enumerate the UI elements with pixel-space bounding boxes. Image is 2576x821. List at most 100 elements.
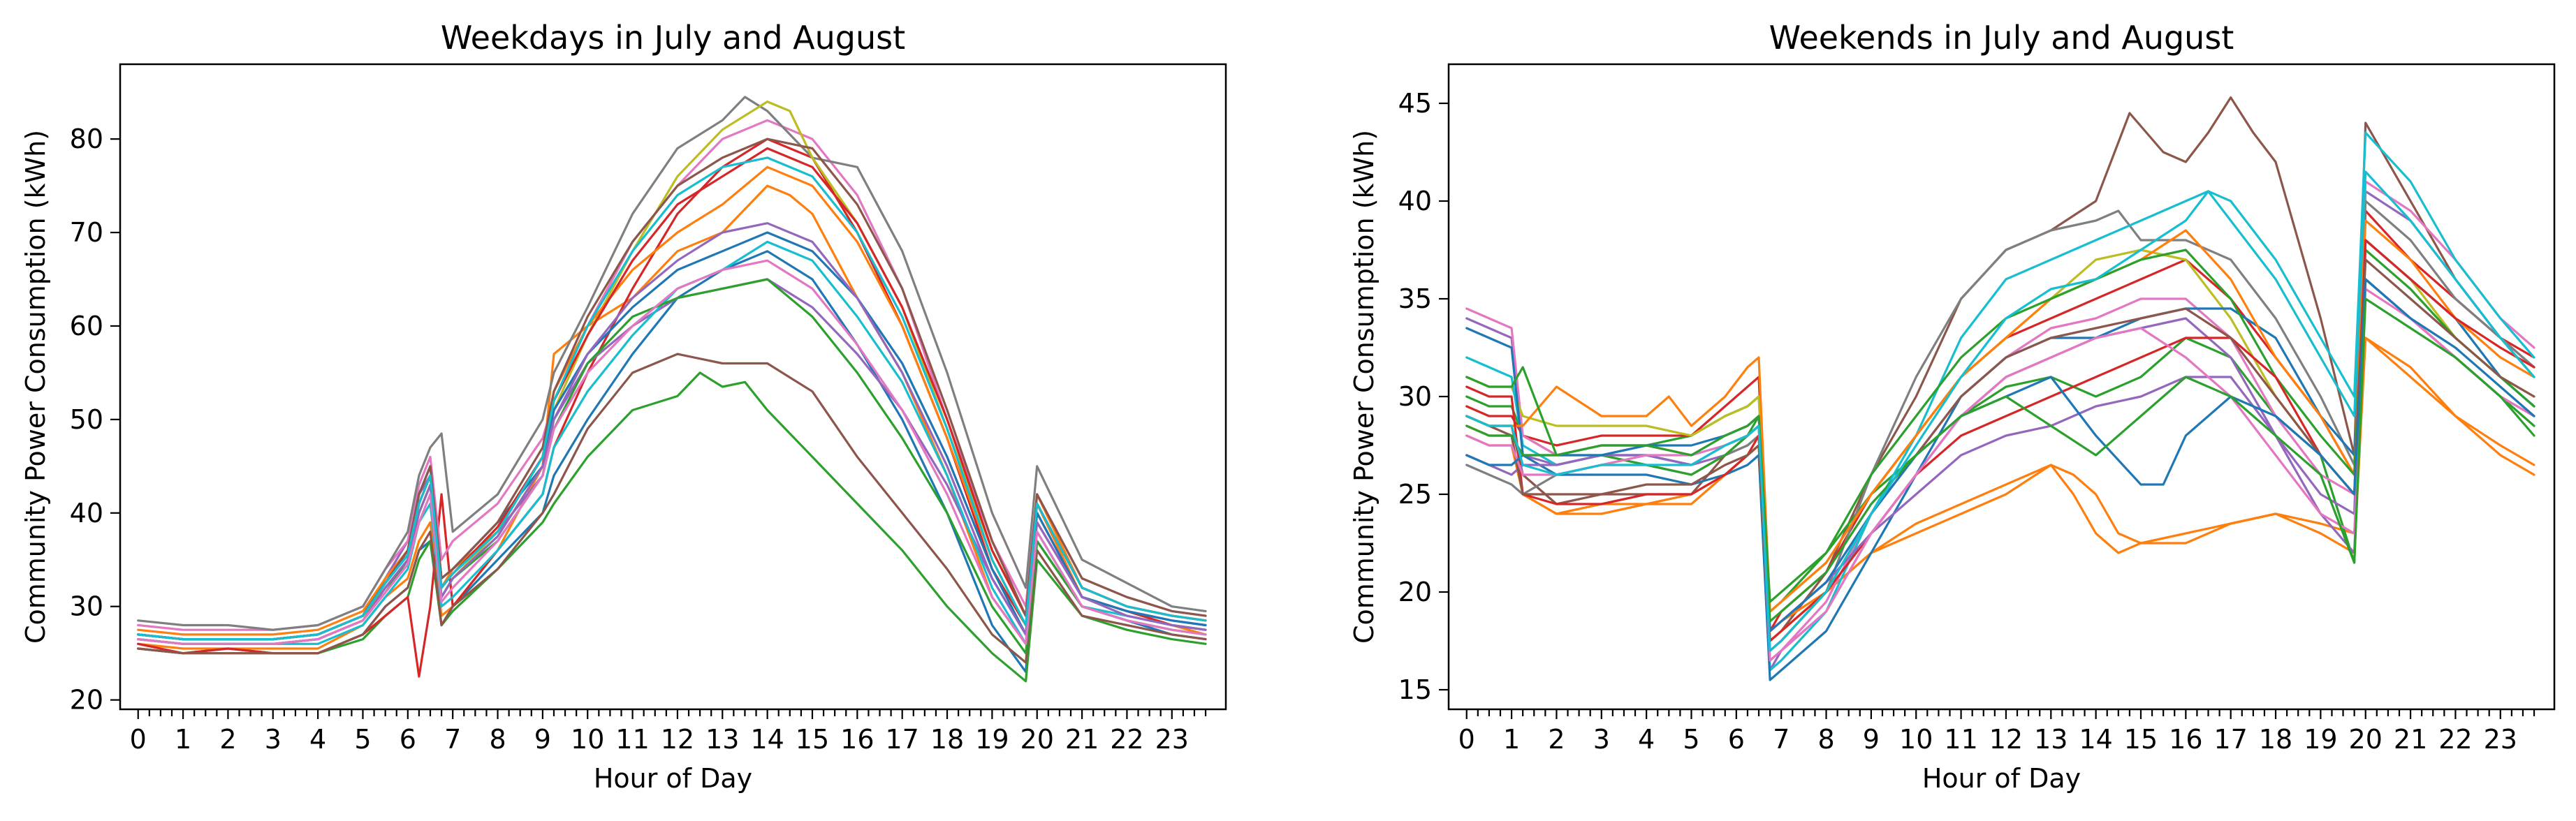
weekends-x-tick-label: 18: [2259, 724, 2292, 755]
weekends-x-tick-label: 19: [2304, 724, 2337, 755]
weekdays-x-tick-label: 11: [615, 724, 649, 755]
weekends-x-axis-label: Hour of Day: [1922, 763, 2081, 794]
weekdays-series-line-4: [137, 138, 1207, 678]
weekends-y-tick-label: 35: [1398, 283, 1432, 314]
weekdays-x-tick-label: 15: [796, 724, 829, 755]
weekdays-x-tick-label: 19: [975, 724, 1009, 755]
weekends-x-ticks: 0 1 2 3 4 5 6 7 8 9 10 11 12 13 14 15 16 17 18 19 20 21 22 23: [1458, 709, 2535, 755]
weekends-x-tick-label: 9: [1863, 724, 1880, 755]
weekends-plot-frame: [1447, 63, 2556, 711]
weekends-series-group: [1465, 96, 2535, 681]
weekdays-x-tick-label: 18: [930, 724, 964, 755]
weekdays-x-tick-label: 3: [265, 724, 281, 755]
weekdays-series-line-6: [137, 353, 1207, 664]
weekends-y-tick-label: 15: [1398, 674, 1432, 705]
weekends-y-tick-label: 40: [1398, 186, 1432, 216]
weekends-x-tick-label: 2: [1548, 724, 1565, 755]
weekdays-x-tick-label: 13: [705, 724, 739, 755]
weekends-series-line-10: [1465, 131, 2535, 672]
weekdays-x-tick-label: 8: [489, 724, 506, 755]
weekends-series-line-6: [1465, 190, 2535, 672]
weekdays-x-axis-label: Hour of Day: [594, 763, 752, 794]
weekends-x-tick-label: 5: [1683, 724, 1699, 755]
weekends-chart-title: Weekends in July and August: [1769, 19, 2234, 57]
weekends-x-tick-label: 10: [1899, 724, 1933, 755]
weekdays-series-line-1: [137, 250, 1207, 673]
weekends-x-tick-label: 3: [1593, 724, 1610, 755]
weekdays-y-tick-label: 40: [70, 498, 103, 528]
weekdays-series-line-17: [137, 259, 1207, 645]
weekdays-series-line-8: [137, 96, 1207, 631]
weekends-series-line-14: [1465, 239, 2535, 642]
weekdays-series-line-2: [137, 184, 1207, 650]
weekdays-x-tick-label: 2: [219, 724, 236, 755]
weekends-y-tick-label: 45: [1398, 88, 1432, 119]
weekdays-x-tick-label: 1: [175, 724, 191, 755]
weekends-chart: Weekends in July and August Hour of Day …: [1349, 19, 2556, 794]
weekdays-x-tick-label: 0: [130, 724, 147, 755]
weekdays-y-axis-label: Community Power Consumption (kWh): [20, 130, 51, 644]
weekends-series-line-2: [1465, 336, 2535, 633]
weekdays-x-ticks: 0 1 2 3 4 5 6 7 8 9 10 11 12 13 14 15 16 17 18 19 20 21 22 23: [130, 709, 1207, 755]
weekdays-x-tick-label: 14: [750, 724, 784, 755]
weekdays-series-line-15: [137, 222, 1207, 645]
weekends-x-tick-label: 22: [2438, 724, 2472, 755]
weekdays-x-tick-label: 16: [840, 724, 874, 755]
weekdays-y-tick-label: 60: [70, 311, 103, 341]
weekends-series-line-12: [1465, 219, 2535, 613]
weekends-x-tick-label: 16: [2169, 724, 2202, 755]
weekends-x-tick-label: 8: [1817, 724, 1834, 755]
weekdays-y-tick-label: 80: [70, 124, 103, 154]
weekends-x-tick-label: 6: [1728, 724, 1745, 755]
weekends-x-tick-label: 12: [1989, 724, 2023, 755]
weekends-x-tick-label: 13: [2034, 724, 2068, 755]
weekends-y-ticks: 15 20 25 30 35 40 45: [1398, 88, 1449, 705]
weekends-series-line-5: [1465, 209, 2535, 633]
weekends-x-tick-label: 11: [1944, 724, 1977, 755]
weekends-x-tick-label: 7: [1773, 724, 1790, 755]
weekdays-x-tick-label: 5: [354, 724, 371, 755]
weekends-x-tick-label: 4: [1638, 724, 1655, 755]
weekdays-series-line-13: [137, 278, 1207, 655]
weekdays-x-tick-label: 23: [1155, 724, 1189, 755]
weekdays-chart-title: Weekdays in July and August: [441, 19, 905, 57]
weekends-y-tick-label: 25: [1398, 479, 1432, 510]
weekdays-x-tick-label: 17: [886, 724, 919, 755]
weekdays-x-tick-label: 21: [1065, 724, 1099, 755]
weekends-series-line-1: [1465, 96, 2535, 642]
weekends-y-tick-label: 30: [1398, 381, 1432, 412]
weekends-x-tick-label: 15: [2124, 724, 2158, 755]
weekends-x-tick-label: 17: [2214, 724, 2248, 755]
weekdays-y-tick-label: 50: [70, 404, 103, 435]
weekends-series-line-7: [1465, 180, 2535, 662]
weekends-x-tick-label: 14: [2079, 724, 2112, 755]
weekends-x-tick-label: 20: [2349, 724, 2383, 755]
weekdays-series-group: [137, 96, 1207, 683]
weekdays-x-tick-label: 6: [400, 724, 416, 755]
weekends-series-line-15: [1465, 278, 2535, 633]
weekends-x-tick-label: 21: [2394, 724, 2427, 755]
weekends-x-tick-label: 0: [1458, 724, 1475, 755]
weekdays-series-line-9: [137, 101, 1207, 641]
weekdays-y-tick-label: 30: [70, 591, 103, 622]
weekends-series-line-19: [1465, 297, 2535, 623]
weekdays-series-line-5: [137, 278, 1207, 641]
weekdays-y-tick-label: 70: [70, 217, 103, 248]
weekends-x-tick-label: 23: [2484, 724, 2517, 755]
weekdays-x-tick-label: 12: [661, 724, 694, 755]
weekdays-x-tick-label: 4: [309, 724, 326, 755]
weekends-y-tick-label: 20: [1398, 577, 1432, 607]
weekdays-x-tick-label: 9: [534, 724, 551, 755]
weekdays-x-tick-label: 22: [1110, 724, 1143, 755]
weekdays-y-tick-label: 20: [70, 685, 103, 716]
weekends-series-line-20: [1465, 170, 2535, 652]
weekends-x-tick-label: 1: [1503, 724, 1520, 755]
weekends-series-line-9: [1465, 239, 2535, 613]
weekends-y-axis-label: Community Power Consumption (kWh): [1349, 130, 1380, 644]
weekdays-series-line-3: [137, 371, 1207, 683]
weekdays-x-tick-label: 20: [1020, 724, 1054, 755]
weekdays-plot-frame: [119, 63, 1227, 711]
weekdays-chart: Weekdays in July and August Hour of Day …: [20, 19, 1227, 794]
weekdays-x-tick-label: 10: [571, 724, 604, 755]
